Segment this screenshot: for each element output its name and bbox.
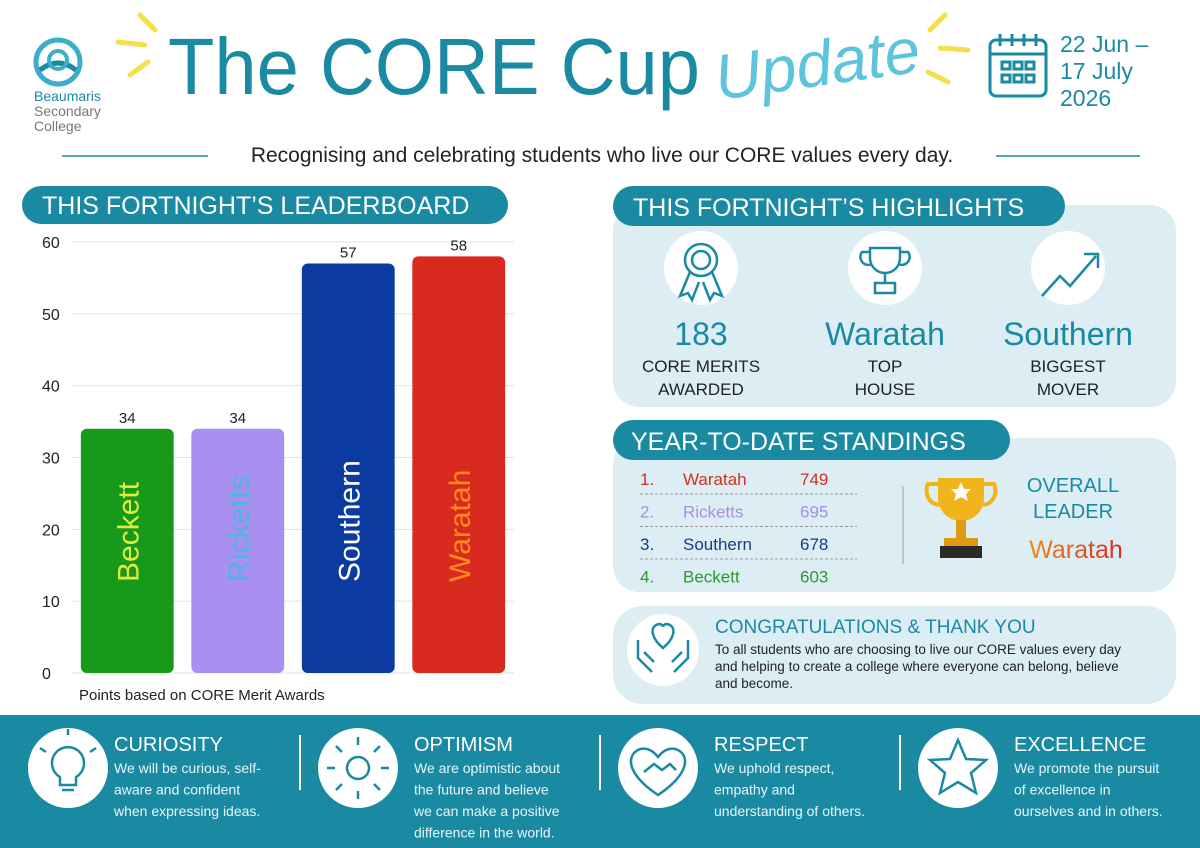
value-text: We are optimistic about — [414, 760, 560, 776]
value-label: 34 — [119, 410, 136, 427]
congrats-title: CONGRATULATIONS & THANK YOU — [715, 617, 1036, 638]
value-label: 57 — [340, 245, 357, 262]
calendar-icon — [988, 34, 1048, 98]
value-icons — [28, 728, 998, 808]
house: Ricketts — [683, 503, 743, 522]
highlight-label: HOUSE — [855, 380, 915, 399]
value-text: empathy and — [714, 782, 795, 798]
highlight-label: BIGGEST — [1030, 357, 1106, 376]
heart-hands-icon — [627, 614, 699, 686]
date: 17 July — [1060, 58, 1133, 84]
section-pill — [22, 186, 508, 224]
standings-panel — [613, 438, 1176, 592]
rank: 4. — [640, 568, 654, 587]
leader-name: Waratah — [1029, 536, 1123, 564]
congrats-text: and helping to create a college where ev… — [715, 659, 1119, 674]
congrats-text: To all students who are choosing to live… — [715, 642, 1121, 657]
rank: 1. — [640, 470, 654, 489]
highlight-value: Southern — [1003, 316, 1133, 352]
value-label: 58 — [450, 237, 467, 254]
value-text: we can make a positive — [413, 803, 560, 819]
sparkles — [115, 12, 971, 85]
leader-label: OVERALL — [1027, 475, 1119, 497]
highlight-value: 183 — [674, 316, 727, 352]
house: Waratah — [683, 470, 747, 489]
section-pill — [613, 186, 1065, 226]
points: 678 — [800, 535, 828, 554]
bar — [80, 428, 174, 673]
highlight-value: Waratah — [825, 316, 945, 352]
points: 603 — [800, 568, 828, 587]
bar — [301, 263, 395, 673]
value-title: OPTIMISM — [414, 734, 513, 756]
value-text: the future and believe — [414, 782, 549, 798]
highlight-label: MOVER — [1037, 380, 1099, 399]
value-text: difference in the world. — [414, 825, 555, 841]
school-name: College — [34, 118, 82, 134]
house: Southern — [683, 535, 752, 554]
logo — [33, 37, 83, 87]
y-tick-label: 0 — [42, 666, 51, 683]
value-text: when expressing ideas. — [113, 803, 260, 819]
value-title: EXCELLENCE — [1014, 734, 1146, 756]
highlight-label: TOP — [868, 357, 903, 376]
rank: 3. — [640, 535, 654, 554]
bar — [412, 256, 506, 673]
congrats-panel — [613, 606, 1176, 704]
leader-label: LEADER — [1033, 501, 1113, 523]
section-title: THIS FORTNIGHT’S HIGHLIGHTS — [633, 194, 1024, 222]
date: 22 Jun – — [1060, 31, 1148, 57]
column-dividers — [299, 735, 901, 790]
highlight-label: CORE MERITS — [642, 357, 760, 376]
value-title: CURIOSITY — [114, 734, 223, 756]
y-tick-label: 60 — [42, 235, 60, 252]
value-text: ourselves and in others. — [1014, 803, 1163, 819]
y-tick-label: 20 — [42, 522, 60, 539]
title: The CORE Cup — [168, 22, 700, 111]
bar — [191, 428, 285, 673]
category-label: Ricketts — [223, 475, 256, 582]
y-tick-label: 30 — [42, 451, 60, 468]
highlight-icons — [664, 231, 1105, 305]
category-label: Southern — [333, 460, 366, 582]
section-pill — [613, 420, 1010, 460]
category-label: Waratah — [444, 470, 477, 582]
tagline: Recognising and celebrating students who… — [251, 144, 953, 167]
value-text: aware and confident — [114, 782, 240, 798]
value-text: We promote the pursuit — [1014, 760, 1159, 776]
section-title: THIS FORTNIGHT’S LEADERBOARD — [42, 192, 469, 220]
chart-note: Points based on CORE Merit Awards — [79, 687, 325, 704]
value-text: We uphold respect, — [714, 760, 834, 776]
date: 2026 — [1060, 85, 1111, 111]
section-title: YEAR-TO-DATE STANDINGS — [631, 428, 966, 456]
rank: 2. — [640, 503, 654, 522]
category-label: Beckett — [112, 481, 145, 582]
school-name: Beaumaris — [34, 88, 101, 104]
y-tick-label: 50 — [42, 307, 60, 324]
highlight-label: AWARDED — [658, 380, 744, 399]
y-tick-label: 40 — [42, 379, 60, 396]
points: 749 — [800, 470, 828, 489]
school-name: Secondary — [34, 103, 101, 119]
value-label: 34 — [229, 410, 246, 427]
congrats-text: and become. — [715, 676, 793, 691]
value-text: understanding of others. — [714, 803, 865, 819]
points: 695 — [800, 503, 828, 522]
y-tick-label: 10 — [42, 594, 60, 611]
value-text: of excellence in — [1014, 782, 1111, 798]
value-text: We will be curious, self- — [114, 760, 261, 776]
house: Beckett — [683, 568, 740, 587]
value-title: RESPECT — [714, 734, 808, 756]
trophy-icon — [924, 478, 998, 558]
